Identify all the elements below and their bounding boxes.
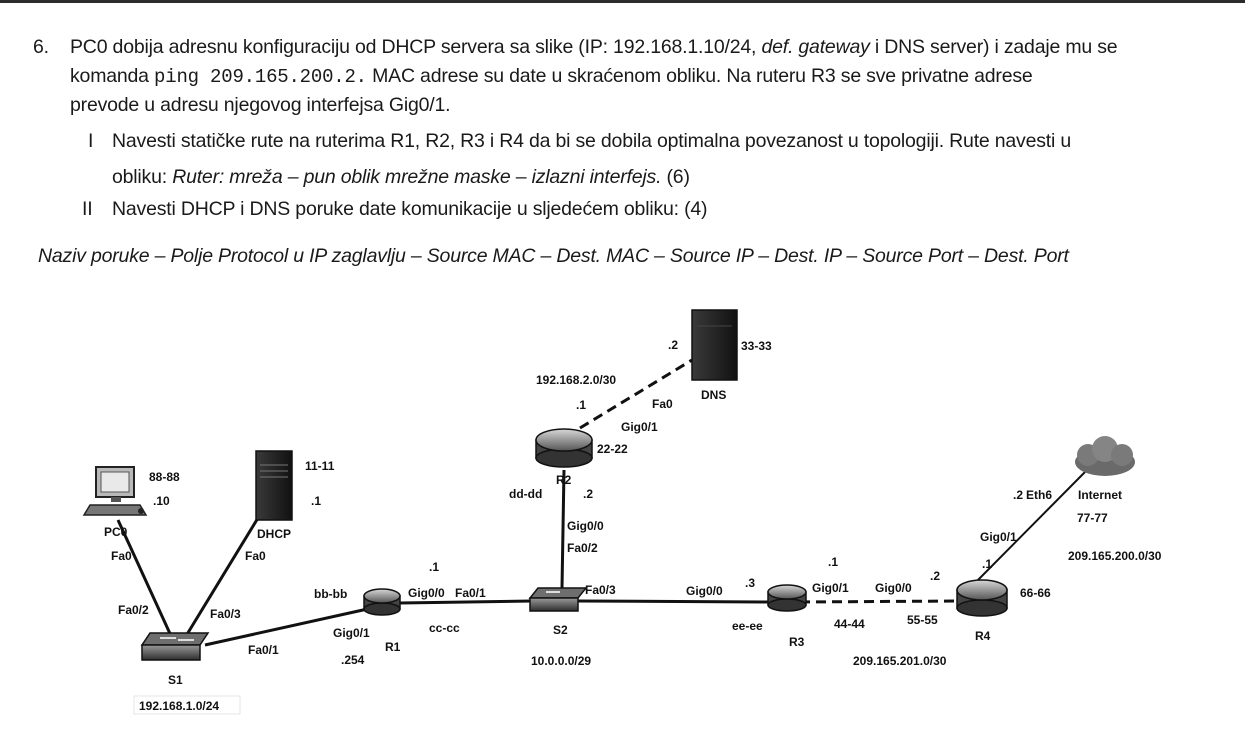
pc0-host-id: .10 bbox=[153, 494, 170, 508]
dns-name: DNS bbox=[701, 388, 726, 402]
dhcp-server-icon bbox=[255, 450, 293, 521]
item-2-line: Navesti DHCP i DNS poruke date komunikac… bbox=[112, 198, 708, 220]
r1-router-icon bbox=[363, 588, 401, 616]
item-1-line-2-em: Ruter: mreža – pun oblik mrežne maske – … bbox=[172, 166, 662, 188]
r4-mac-55: 55-55 bbox=[907, 613, 938, 627]
r1-gig00: Gig0/0 bbox=[408, 586, 445, 600]
r4-router-icon bbox=[956, 579, 1008, 617]
question-line-2-a: komanda bbox=[70, 65, 155, 87]
item-1-line-1: Navesti statičke rute na ruterima R1, R2… bbox=[112, 130, 1072, 152]
dns-server-icon bbox=[691, 309, 738, 381]
s1-fa01: Fa0/1 bbox=[248, 643, 279, 657]
s2-switch-icon bbox=[528, 587, 588, 612]
r4-inet-host-id: .1 bbox=[982, 557, 992, 571]
question-line-1-em: def. gateway bbox=[761, 36, 870, 58]
question-number: 6. bbox=[33, 36, 49, 58]
r4-name: R4 bbox=[975, 629, 991, 643]
s1-switch-icon bbox=[140, 632, 210, 661]
internet-cloud-icon bbox=[1075, 436, 1135, 476]
r3-router-icon bbox=[767, 584, 807, 612]
dhcp-fa0: Fa0 bbox=[245, 549, 266, 563]
r3-gig01: Gig0/1 bbox=[812, 581, 849, 595]
r2-gig00: Gig0/0 bbox=[567, 519, 604, 533]
internet-host-id: .2 bbox=[1013, 488, 1023, 502]
link-pc0-s1 bbox=[116, 519, 174, 639]
dhcp-name: DHCP bbox=[257, 527, 291, 541]
r2-router-icon bbox=[535, 428, 593, 468]
diagram-labels: 88-88 .10 PC0 Fa0 11-11 .1 DHCP Fa0 Fa0/… bbox=[104, 338, 1162, 715]
r3-mac-44: 44-44 bbox=[834, 617, 865, 631]
s2-fa02: Fa0/2 bbox=[567, 541, 598, 555]
s2-network: 10.0.0.0/29 bbox=[531, 654, 591, 668]
r3-gig00: Gig0/0 bbox=[686, 584, 723, 598]
question-line-1: PC0 dobija adresnu konfiguraciju od DHCP… bbox=[70, 33, 1118, 62]
r3-r4-host-id: .1 bbox=[828, 555, 838, 569]
s1-fa03: Fa0/3 bbox=[210, 607, 241, 621]
question-line-1-a: PC0 dobija adresnu konfiguraciju od DHCP… bbox=[70, 36, 762, 58]
dns-mac: 33-33 bbox=[741, 339, 772, 353]
question-line-1-b: i DNS server) i zadaje mu se bbox=[869, 36, 1118, 58]
r2-mac-dd: dd-dd bbox=[509, 487, 542, 501]
r1-s2-host-id: .1 bbox=[429, 560, 439, 574]
internet-name: Internet bbox=[1078, 488, 1122, 502]
r4-gig00: Gig0/0 bbox=[875, 581, 912, 595]
s2-name: S2 bbox=[553, 623, 568, 637]
r4-r3-host-id: .2 bbox=[930, 569, 940, 583]
r2-s2-host-id: .2 bbox=[583, 487, 593, 501]
r4-gig01: Gig0/1 bbox=[980, 530, 1017, 544]
link-s2-r2 bbox=[560, 469, 566, 589]
item-1-line-2-a: obliku: bbox=[112, 166, 173, 188]
dns-fa0: Fa0 bbox=[652, 397, 673, 411]
item-1-number: I bbox=[88, 130, 94, 152]
internet-mac: 77-77 bbox=[1077, 511, 1108, 525]
r1-mac-bb: bb-bb bbox=[314, 587, 347, 601]
links bbox=[116, 358, 1086, 647]
dns-host-id: .2 bbox=[668, 338, 678, 352]
r1-mac-cc: cc-cc bbox=[429, 621, 460, 635]
r3-s2-host-id: .3 bbox=[745, 576, 755, 590]
r3-mac-ee: ee-ee bbox=[732, 619, 763, 633]
r2-gig01: Gig0/1 bbox=[621, 420, 658, 434]
dhcp-host-id: .1 bbox=[311, 494, 321, 508]
link-s2-r3 bbox=[577, 599, 771, 604]
item-1-line-2: obliku: Ruter: mreža – pun oblik mrežne … bbox=[112, 163, 690, 192]
s1-fa02: Fa0/2 bbox=[118, 603, 149, 617]
r3-name: R3 bbox=[789, 635, 805, 649]
internet-eth6: Eth6 bbox=[1026, 488, 1052, 502]
s1-name: S1 bbox=[168, 673, 183, 687]
r1-name: R1 bbox=[385, 640, 401, 654]
item-1-line-2-b: (6) bbox=[661, 166, 690, 188]
pc0-icon bbox=[82, 466, 148, 516]
ping-command: ping 209.165.200.2. bbox=[154, 66, 367, 88]
pc0-name: PC0 bbox=[104, 525, 128, 539]
link-dhcp-s1 bbox=[184, 517, 260, 637]
r2-dns-host-id: .1 bbox=[576, 398, 586, 412]
s2-fa01: Fa0/1 bbox=[455, 586, 486, 600]
inet-network: 209.165.200.0/30 bbox=[1068, 549, 1162, 563]
pc0-mac: 88-88 bbox=[149, 470, 180, 484]
link-s1-r1 bbox=[204, 606, 373, 647]
question-line-2-b: MAC adrese su date u skraćenom obliku. N… bbox=[366, 65, 1033, 87]
link-r2-dns bbox=[579, 358, 693, 430]
r1-left-host-id: .254 bbox=[341, 653, 365, 667]
lan1-network: 192.168.1.0/24 bbox=[139, 699, 219, 713]
link-r3-r4 bbox=[799, 599, 959, 604]
question-line-3: prevode u adresu njegovog interfejsa Gig… bbox=[70, 94, 451, 116]
pc0-fa0: Fa0 bbox=[111, 549, 132, 563]
link-r1-s2 bbox=[399, 599, 533, 605]
r1-gig01: Gig0/1 bbox=[333, 626, 370, 640]
item-2-number: II bbox=[82, 198, 93, 220]
r3r4-network: 209.165.201.0/30 bbox=[853, 654, 947, 668]
question-line-2: komanda ping 209.165.200.2. MAC adrese s… bbox=[70, 62, 1033, 92]
r2-name: R2 bbox=[556, 473, 572, 487]
dhcp-mac: 11-11 bbox=[305, 459, 335, 473]
lan2-network: 192.168.2.0/30 bbox=[536, 373, 616, 387]
s2-fa03: Fa0/3 bbox=[585, 583, 616, 597]
scan-top-border bbox=[0, 0, 1245, 3]
r4-mac-66: 66-66 bbox=[1020, 586, 1051, 600]
r2-mac-22: 22-22 bbox=[597, 442, 628, 456]
link-r4-internet bbox=[974, 471, 1086, 584]
message-format-line: Naziv poruke – Polje Protocol u IP zagla… bbox=[38, 245, 1069, 267]
